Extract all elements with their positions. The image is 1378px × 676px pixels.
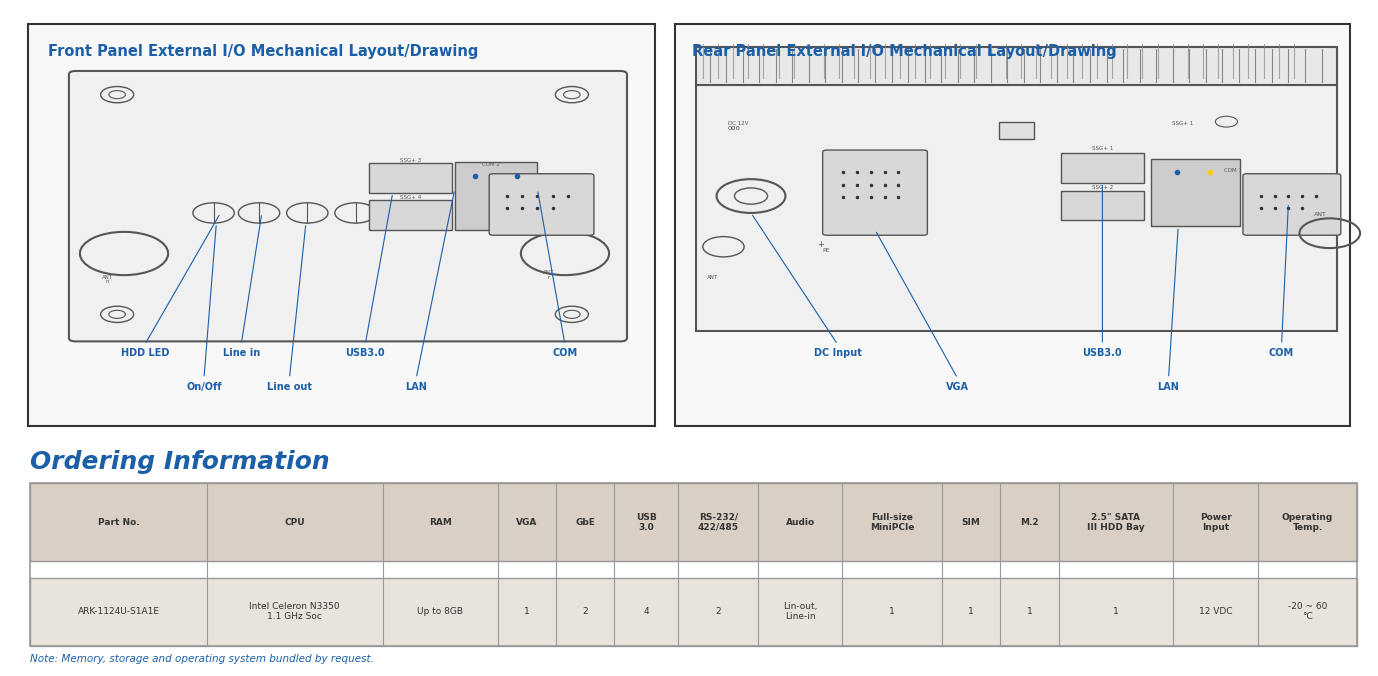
Text: SSG+ 1: SSG+ 1 [1091,146,1113,151]
FancyBboxPatch shape [1061,191,1144,220]
Text: Front Panel External I/O Mechanical Layout/Drawing: Front Panel External I/O Mechanical Layo… [48,44,478,59]
FancyBboxPatch shape [30,483,1357,561]
Text: COM 2: COM 2 [482,162,500,166]
Text: RAM: RAM [429,518,452,527]
Text: DC Input: DC Input [814,348,861,358]
Text: Power
Input: Power Input [1200,512,1232,532]
Text: RS-232/
422/485: RS-232/ 422/485 [697,512,739,532]
Text: HDD LED: HDD LED [120,348,169,358]
FancyBboxPatch shape [1151,159,1240,226]
Text: Full-size
MiniPCIe: Full-size MiniPCIe [870,512,915,532]
Text: Note: Memory, storage and operating system bundled by request.: Note: Memory, storage and operating syst… [30,654,375,665]
Text: SSG+ 4: SSG+ 4 [400,195,422,200]
Text: ooo: ooo [728,125,740,130]
FancyBboxPatch shape [369,200,452,230]
Text: Rear Panel External I/O Mechanical Layout/Drawing: Rear Panel External I/O Mechanical Layou… [692,44,1116,59]
FancyBboxPatch shape [675,24,1350,426]
Text: SIM: SIM [962,518,981,527]
FancyBboxPatch shape [69,71,627,341]
FancyBboxPatch shape [696,47,1337,84]
Text: SSG+ 1: SSG+ 1 [1171,121,1193,126]
Text: +: + [817,240,824,249]
Text: USB
3.0: USB 3.0 [635,512,657,532]
Text: -20 ~ 60
°C: -20 ~ 60 °C [1288,602,1327,621]
Text: Lin-out,
Line-in: Lin-out, Line-in [783,602,817,621]
Text: VGA: VGA [517,518,537,527]
Text: 1: 1 [524,607,529,617]
Text: ARK-1124U-S1A1E: ARK-1124U-S1A1E [77,607,160,617]
FancyBboxPatch shape [489,174,594,235]
Text: ANT: ANT [543,270,554,275]
FancyBboxPatch shape [999,122,1034,139]
Text: n: n [106,279,109,283]
FancyBboxPatch shape [369,163,452,193]
Text: M.2: M.2 [1020,518,1039,527]
Text: COM: COM [1269,348,1294,358]
Text: 1: 1 [889,607,896,617]
FancyBboxPatch shape [28,24,655,426]
Text: Line in: Line in [222,348,260,358]
Text: GbE: GbE [575,518,595,527]
Text: VGA: VGA [947,382,969,392]
Text: ANT: ANT [1313,212,1327,217]
FancyBboxPatch shape [30,578,1357,646]
Text: PE: PE [823,248,830,253]
Text: On/Off: On/Off [186,382,222,392]
Text: COM 1: COM 1 [1224,168,1242,173]
Text: r: r [547,274,550,279]
Text: 1: 1 [1027,607,1032,617]
FancyBboxPatch shape [823,150,927,235]
FancyBboxPatch shape [1243,174,1341,235]
Text: 2: 2 [715,607,721,617]
Text: Audio: Audio [785,518,814,527]
Text: ANT: ANT [102,274,113,279]
Text: 4: 4 [644,607,649,617]
Text: 2.5" SATA
III HDD Bay: 2.5" SATA III HDD Bay [1087,512,1145,532]
Text: 1: 1 [969,607,974,617]
Text: Ordering Information: Ordering Information [30,450,329,474]
Text: DC 12V: DC 12V [728,121,748,126]
FancyBboxPatch shape [696,81,1337,331]
Text: LAN: LAN [405,382,427,392]
Text: USB3.0: USB3.0 [1083,348,1122,358]
Text: 1: 1 [1113,607,1119,617]
Text: Part No.: Part No. [98,518,139,527]
Text: Line out: Line out [267,382,311,392]
Text: USB3.0: USB3.0 [346,348,384,358]
Text: SSG+ 2: SSG+ 2 [1091,185,1113,190]
Text: Up to 8GB: Up to 8GB [418,607,463,617]
FancyBboxPatch shape [1061,153,1144,183]
Text: SSG+ 3: SSG+ 3 [400,158,422,163]
FancyBboxPatch shape [455,162,537,230]
Text: 2: 2 [583,607,588,617]
Text: COM: COM [553,348,577,358]
Text: LAN: LAN [1158,382,1180,392]
Text: Intel Celeron N3350
1.1 GHz Soc: Intel Celeron N3350 1.1 GHz Soc [249,602,340,621]
Text: Operating
Temp.: Operating Temp. [1282,512,1333,532]
Text: 12 VDC: 12 VDC [1199,607,1232,617]
Text: CPU: CPU [284,518,305,527]
Text: ANT: ANT [707,274,718,279]
